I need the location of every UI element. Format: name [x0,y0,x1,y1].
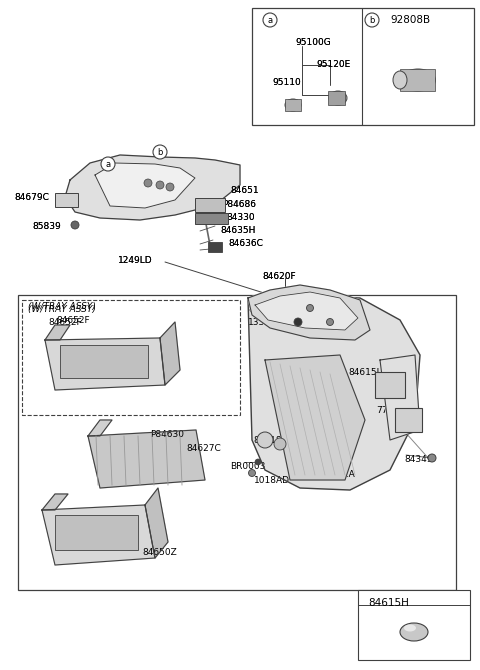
Text: 84330: 84330 [226,213,254,222]
Circle shape [156,181,164,189]
Text: (W/TRAY ASSY): (W/TRAY ASSY) [28,302,96,311]
Text: 85839: 85839 [316,316,345,325]
Text: 84636C: 84636C [228,239,263,248]
Text: 84615H: 84615H [368,598,409,608]
Text: 84330: 84330 [226,213,254,222]
Text: 1335CJ: 1335CJ [248,318,280,327]
Text: 95100G: 95100G [295,38,331,47]
Text: 84652F: 84652F [48,318,82,327]
Text: 84620F: 84620F [262,272,296,281]
Bar [208,242,222,252]
Text: 84615J: 84615J [348,368,379,377]
Ellipse shape [400,623,428,641]
Polygon shape [255,292,358,330]
Ellipse shape [393,71,407,89]
Polygon shape [160,322,180,385]
Circle shape [326,318,334,326]
Bar [195,213,228,224]
Polygon shape [42,505,155,565]
Bar [195,198,225,212]
Text: 95120E: 95120E [316,60,350,69]
Text: 84652F: 84652F [56,316,90,325]
Polygon shape [95,163,195,208]
Text: 84651: 84651 [230,186,259,195]
Polygon shape [88,430,205,488]
Ellipse shape [400,69,435,91]
Polygon shape [380,355,420,440]
Circle shape [365,13,379,27]
Text: BR0003: BR0003 [230,462,265,471]
Polygon shape [248,296,420,490]
Text: P84630: P84630 [150,430,184,439]
Text: 84349: 84349 [404,455,432,464]
Text: 95110: 95110 [272,78,301,87]
Circle shape [274,438,286,450]
Text: 84651: 84651 [230,186,259,195]
Text: 84679C: 84679C [14,193,49,202]
Ellipse shape [329,91,347,105]
Bar [328,91,345,105]
Bar [22,300,240,415]
Bar [358,590,470,660]
Text: 84225A: 84225A [248,305,283,314]
Polygon shape [265,355,365,480]
Bar [400,69,435,91]
Ellipse shape [285,99,301,111]
Text: 85839: 85839 [32,222,61,231]
Bar [375,372,405,398]
Text: (W/TRAY ASSY): (W/TRAY ASSY) [28,305,96,314]
Circle shape [166,183,174,191]
Bar [18,295,456,590]
Polygon shape [42,494,68,510]
Circle shape [249,470,255,476]
Bar [395,408,422,432]
Bar [55,193,78,207]
Text: a: a [267,15,273,25]
Text: 77220: 77220 [376,406,405,415]
Circle shape [101,157,115,171]
Text: b: b [369,15,375,25]
Text: a: a [106,159,110,168]
Text: 95110: 95110 [272,78,301,87]
Polygon shape [45,325,70,340]
Text: 92808B: 92808B [390,15,430,25]
Bar [285,99,301,111]
Polygon shape [145,488,168,558]
Circle shape [263,13,277,27]
Circle shape [307,304,313,312]
Circle shape [153,145,167,159]
Circle shape [255,459,261,465]
Bar [60,345,148,378]
Polygon shape [88,420,112,436]
Text: 1249LD: 1249LD [118,256,153,265]
Text: 84620F: 84620F [262,272,296,281]
Polygon shape [248,285,370,340]
Text: 84635H: 84635H [220,226,255,235]
Text: 84627C: 84627C [186,444,221,453]
Ellipse shape [404,624,416,632]
Circle shape [257,432,273,448]
Text: 95120E: 95120E [316,60,350,69]
Polygon shape [65,155,240,220]
Text: 84650Z: 84650Z [142,548,177,557]
Circle shape [294,318,302,326]
Text: 95100G: 95100G [295,38,331,47]
Text: 84636C: 84636C [228,239,263,248]
Text: b: b [157,147,163,157]
Circle shape [144,179,152,187]
Text: 84518: 84518 [253,436,282,445]
Text: 1018AD: 1018AD [254,476,290,485]
Text: P84686: P84686 [222,200,256,209]
Bar [55,515,138,550]
Polygon shape [45,338,165,390]
Text: 85839: 85839 [32,222,61,231]
Circle shape [71,221,79,229]
Text: 84679C: 84679C [14,193,49,202]
Circle shape [428,454,436,462]
Text: 84635H: 84635H [220,226,255,235]
Text: P84686: P84686 [222,200,256,209]
Bar [252,8,474,125]
Text: 84611A: 84611A [320,470,355,479]
Text: 1249LD: 1249LD [118,256,153,265]
